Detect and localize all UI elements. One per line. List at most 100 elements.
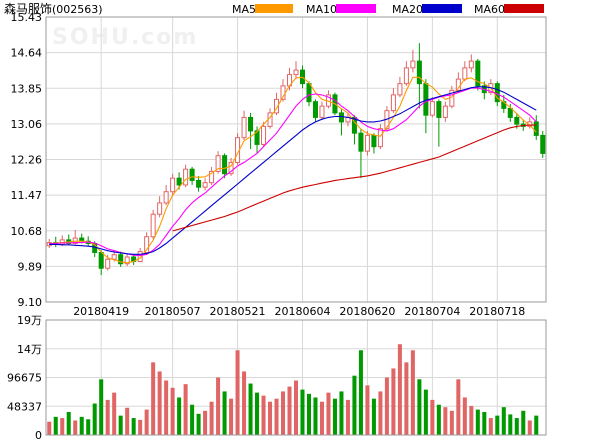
volume-bar: [345, 399, 350, 435]
volume-bar: [92, 403, 97, 435]
candle: [410, 49, 416, 73]
candle: [241, 110, 247, 140]
volume-bar: [462, 397, 467, 435]
candle-body: [468, 60, 474, 69]
volume-bar: [125, 407, 130, 435]
volume-bar: [514, 418, 519, 435]
candle-body: [189, 168, 195, 181]
candle-body: [306, 83, 312, 103]
legend-swatch-ma10: [336, 4, 376, 13]
price-y-tick-label: 13.85: [11, 82, 43, 95]
candle-body: [358, 132, 364, 152]
volume-bar: [410, 350, 415, 435]
volume-bar: [255, 392, 260, 435]
price-y-tick-label: 15.43: [11, 11, 43, 24]
candle-body: [111, 254, 117, 260]
candle-body: [150, 213, 156, 238]
volume-bar: [144, 409, 149, 435]
candle-body: [98, 251, 104, 269]
candle-body: [429, 101, 435, 116]
volume-bar: [105, 399, 110, 435]
candle-body: [105, 258, 111, 269]
price-x-tick-label: 20180419: [73, 305, 129, 318]
candle-body: [241, 116, 247, 139]
volume-bar: [248, 383, 253, 435]
candle: [540, 130, 546, 158]
candle: [235, 133, 241, 165]
candle: [351, 115, 357, 145]
volume-y-tick-label: 96675: [7, 372, 42, 385]
candle-body: [319, 105, 325, 118]
candle: [163, 184, 169, 206]
candle-body: [475, 60, 481, 87]
volume-y-axis-ticks: 19万 14万 96675 48337 0: [7, 314, 42, 440]
candle-body: [228, 161, 234, 175]
volume-bar: [242, 371, 247, 435]
legend-swatch-ma20: [422, 4, 462, 13]
candle-body: [144, 236, 150, 253]
candle-body: [202, 182, 208, 188]
volume-bar: [332, 398, 337, 435]
candle-body: [533, 121, 539, 136]
candle-body: [338, 112, 344, 123]
volume-bar: [488, 418, 493, 435]
candle-body: [436, 101, 442, 118]
volume-bar: [73, 420, 78, 435]
price-y-tick-label: 9.89: [18, 260, 43, 273]
candle-body: [416, 60, 422, 85]
price-y-tick-label: 14.64: [11, 47, 43, 60]
volume-bar: [157, 371, 162, 435]
volume-bar: [326, 392, 331, 435]
candle: [124, 253, 130, 266]
volume-bar: [170, 387, 175, 435]
volume-bar: [352, 375, 357, 435]
candle-body: [403, 67, 409, 85]
candle-body: [507, 107, 513, 118]
volume-bar: [190, 404, 195, 435]
volume-bar: [397, 344, 402, 435]
price-y-tick-label: 10.68: [11, 225, 43, 238]
volume-bar: [534, 415, 539, 435]
volume-bar: [203, 410, 208, 435]
volume-bar: [229, 398, 234, 435]
volume-bar: [443, 407, 448, 435]
volume-bar: [53, 416, 58, 435]
candle-body: [390, 94, 396, 112]
volume-bar: [118, 415, 123, 435]
volume-bar: [79, 416, 84, 435]
volume-bar: [475, 409, 480, 435]
volume-bar: [339, 391, 344, 435]
volume-bar: [469, 405, 474, 435]
candle: [202, 178, 208, 191]
volume-bar: [209, 401, 214, 435]
volume-bar: [99, 379, 104, 435]
volume-plot-frame: [45, 319, 547, 436]
candle: [293, 61, 299, 80]
volume-bar: [183, 384, 188, 435]
candle: [403, 61, 409, 86]
candle-body: [118, 254, 124, 265]
ma-line-ma60: [172, 124, 537, 232]
candle-body: [312, 101, 318, 118]
candle-body: [183, 168, 189, 186]
volume-bar: [222, 391, 227, 435]
volume-bar: [287, 386, 292, 435]
candle-body: [176, 177, 182, 186]
candle: [215, 151, 221, 174]
volume-bar: [177, 397, 182, 435]
stock-name: 森马服饰: [4, 1, 52, 16]
candle-body: [222, 155, 228, 175]
candle-body: [209, 170, 215, 184]
volume-bars: [47, 344, 539, 435]
volume-bar: [196, 413, 201, 435]
volume-y-tick-label: 14万: [17, 343, 42, 356]
candle-body: [442, 105, 448, 118]
candle-body: [196, 179, 202, 188]
candle: [442, 101, 448, 122]
price-x-tick-label: 20180521: [210, 305, 266, 318]
volume-bar: [261, 395, 266, 435]
legend-label-ma5: MA5: [232, 3, 256, 16]
candle-body: [293, 69, 299, 76]
candle: [397, 76, 403, 98]
volume-bar: [501, 407, 506, 435]
